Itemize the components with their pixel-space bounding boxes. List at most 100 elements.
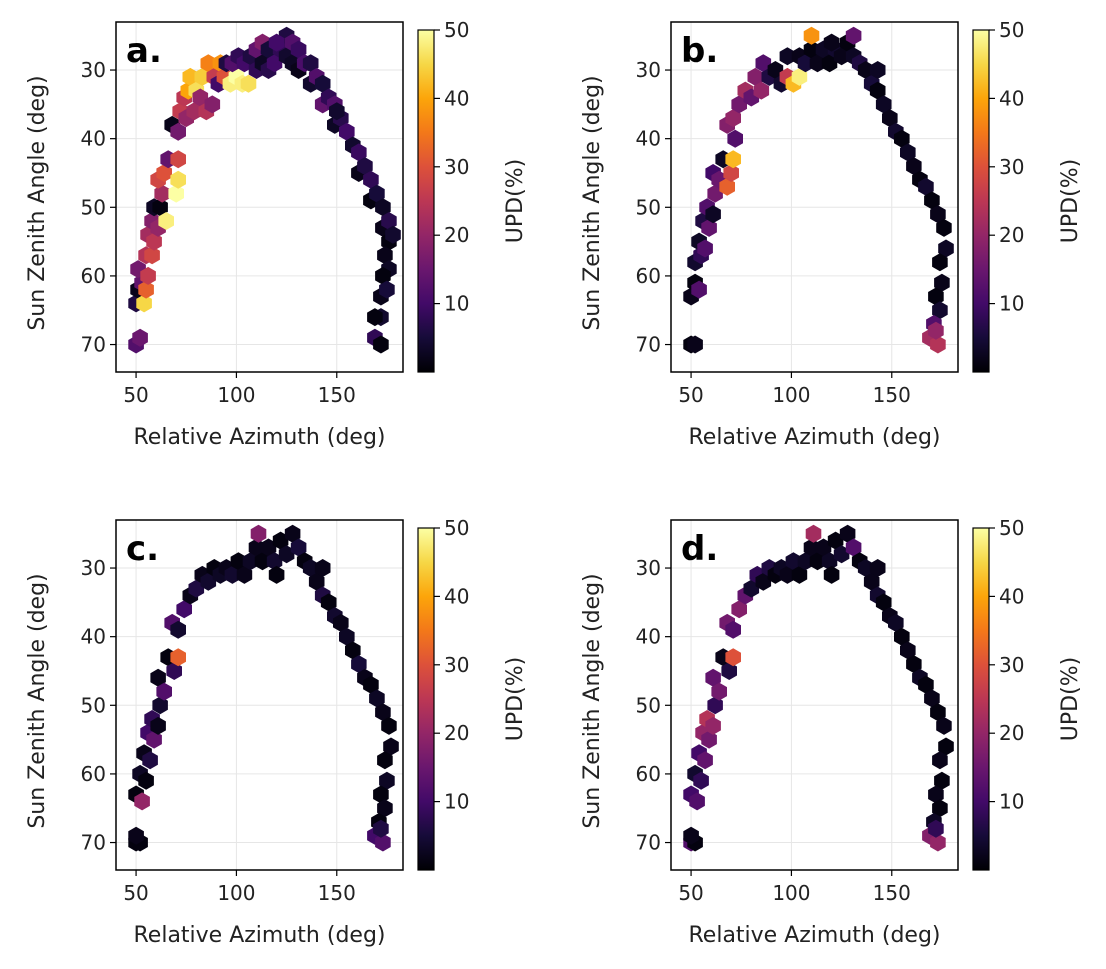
hexbin [894, 129, 910, 148]
hexbin [928, 287, 944, 306]
hexbin [725, 620, 741, 639]
y-tick-label: 60 [81, 762, 106, 786]
hexbin [351, 655, 367, 674]
hexbin [723, 164, 739, 182]
hexbin [268, 33, 285, 52]
hexbin [128, 826, 144, 845]
y-tick-label: 40 [81, 127, 106, 151]
hexbin [278, 545, 295, 564]
y-axis-label: Sun Zenith Angle (deg) [25, 573, 50, 828]
y-tick-label: 50 [636, 195, 661, 219]
y-tick-label: 60 [81, 264, 106, 288]
hexbin [875, 95, 892, 114]
x-tick-label: 100 [772, 881, 810, 905]
hexbin [166, 662, 182, 680]
colorbar [972, 29, 990, 373]
hexbin [705, 716, 721, 735]
colorbar [417, 527, 435, 871]
hexbin [200, 54, 217, 73]
hexbin [200, 572, 217, 591]
x-axis-label: Relative Azimuth (deg) [689, 425, 941, 450]
colorbar-tick-label: 40 [999, 584, 1024, 608]
y-tick-label: 30 [81, 58, 106, 82]
hexbin [845, 538, 862, 557]
hexbin [284, 524, 301, 543]
colorbar-tick-label: 50 [999, 516, 1024, 540]
hexbin [142, 751, 158, 770]
hexbin [375, 198, 391, 217]
hexbin [186, 102, 203, 121]
hexbin [705, 205, 721, 224]
hexbin [875, 593, 892, 612]
hexbin [869, 559, 886, 577]
hexbin [930, 205, 946, 224]
hexbin [140, 266, 156, 285]
hexbin [377, 246, 393, 265]
hexbin [894, 627, 910, 646]
colorbar-tick-label: 30 [444, 155, 469, 179]
hexbin [869, 81, 886, 100]
hexbin [936, 218, 952, 237]
hexbin [809, 552, 826, 571]
x-tick-label: 150 [873, 383, 911, 407]
hexbin [689, 792, 705, 811]
hexbin [339, 627, 355, 646]
hexbin [906, 655, 922, 674]
colorbar-tick-label: 40 [444, 584, 469, 608]
hexbin [705, 668, 721, 687]
hexbin [809, 54, 826, 73]
colorbar-tick-label: 10 [999, 790, 1024, 814]
colorbar-tick-label: 10 [444, 292, 469, 316]
x-tick-label: 150 [873, 881, 911, 905]
hexbin [266, 552, 283, 571]
hexbin [320, 593, 337, 612]
hexbin [144, 246, 160, 265]
hexbin [683, 826, 699, 845]
hexbin [697, 239, 713, 258]
hexbin [767, 61, 784, 79]
colorbar-tick-label: 40 [444, 86, 469, 110]
hexbin [900, 641, 916, 660]
hexbin [785, 552, 802, 571]
axes-frame [670, 21, 959, 373]
x-tick-label: 50 [678, 383, 703, 407]
y-tick-label: 40 [636, 625, 661, 649]
y-tick-label: 40 [636, 127, 661, 151]
hexbin [204, 95, 221, 114]
hexbin [188, 579, 205, 598]
hexbin [863, 572, 880, 591]
x-tick-label: 100 [217, 383, 255, 407]
hexbin [823, 565, 840, 584]
hexbin [932, 799, 948, 818]
hexbin [272, 531, 289, 550]
colorbar-tick-label: 30 [999, 155, 1024, 179]
hexbin [747, 67, 764, 86]
hexbin [687, 335, 703, 354]
hexbin [711, 682, 727, 701]
hexbin [168, 184, 184, 203]
colorbar-tick-label: 40 [999, 86, 1024, 110]
hexbin [170, 648, 186, 667]
hexbin [375, 833, 391, 852]
hexbin [192, 88, 209, 107]
hexbin [302, 54, 319, 73]
hexbin [236, 565, 253, 584]
hexbin [373, 785, 389, 804]
hexbin [755, 572, 772, 591]
y-tick-label: 60 [636, 264, 661, 288]
hexbin [176, 600, 192, 619]
hexbin [693, 771, 709, 790]
y-tick-label: 70 [636, 831, 661, 855]
hexbin [314, 559, 331, 577]
hexbin [827, 531, 844, 550]
hexbin [888, 613, 904, 632]
hexbin [930, 703, 946, 722]
colorbar [417, 29, 435, 373]
hexbin [797, 552, 814, 571]
hexbin [373, 335, 389, 354]
panel-letter: d. [681, 529, 718, 569]
hexbin [697, 751, 713, 770]
hexbin [156, 682, 172, 701]
hexbin [928, 785, 944, 804]
